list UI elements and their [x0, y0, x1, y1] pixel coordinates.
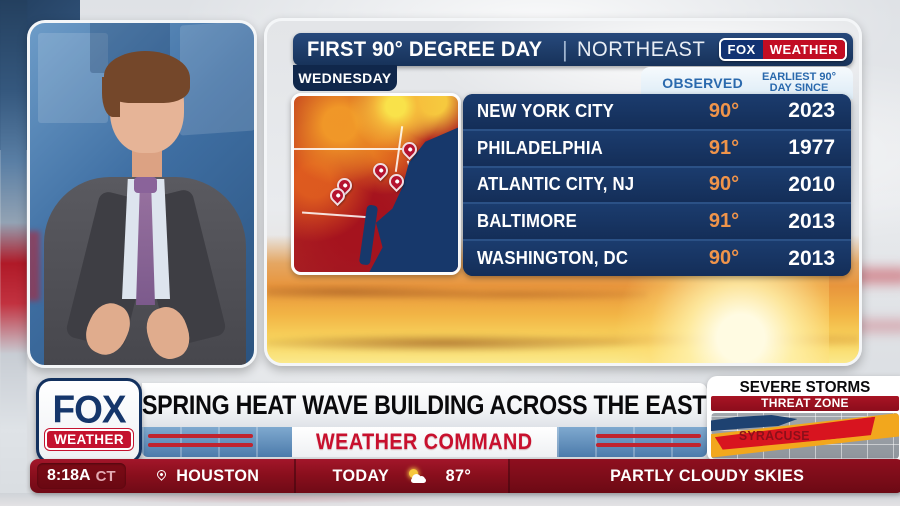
- partly-cloudy-icon: [407, 468, 429, 484]
- earliest-line2: DAY SINCE: [769, 82, 829, 94]
- studio-floor: [0, 493, 900, 506]
- location-segment: HOUSTON: [126, 459, 294, 493]
- ticker-divider: [293, 459, 296, 493]
- city-name: PHILADELPHIA: [477, 137, 603, 158]
- headline-banner: SPRING HEAT WAVE BUILDING ACROSS THE EAS…: [142, 383, 707, 427]
- earliest-column-header: EARLIEST 90° DAY SINCE: [753, 72, 845, 94]
- fox-logo-text: FOX: [52, 387, 126, 431]
- cloud-glyph: [410, 477, 426, 483]
- earliest-year: 1977: [788, 136, 835, 160]
- anchor-tie: [136, 187, 155, 305]
- earliest-year: 2010: [788, 172, 835, 196]
- earliest-line1: EARLIEST 90°: [761, 71, 837, 83]
- sun-glyph: [408, 468, 418, 478]
- threat-zone-map: SYRACUSE: [711, 413, 899, 459]
- fox-weather-logo-badge: FOX WEATHER: [36, 378, 142, 464]
- fox-logo-text: FOX: [720, 40, 763, 59]
- ticker-divider: [507, 459, 510, 493]
- day-text: TODAY: [332, 466, 390, 485]
- temperature-text: 87°: [445, 466, 472, 485]
- first-90-degree-table: NEW YORK CITY 90° 2023 PHILADELPHIA 91° …: [463, 94, 851, 276]
- threat-zone-label: THREAT ZONE: [711, 396, 899, 411]
- graphic-title: FIRST 90° DEGREE DAY: [307, 37, 543, 61]
- time-text: 8:18A: [47, 467, 91, 484]
- city-name: ATLANTIC CITY, NJ: [477, 174, 635, 195]
- observed-temp: 90°: [708, 173, 740, 196]
- northeast-heat-map: [291, 93, 461, 275]
- timezone-text: CT: [95, 467, 116, 485]
- studio-screen: [30, 231, 40, 301]
- table-row: PHILADELPHIA 91° 1977: [463, 130, 851, 168]
- observed-temp: 90°: [708, 99, 740, 122]
- studio-set-edge: [0, 0, 27, 506]
- weather-command-strip: WEATHER COMMAND: [142, 427, 707, 457]
- anchor-hair: [102, 51, 190, 117]
- observed-temp: 91°: [708, 136, 740, 159]
- anchor-tie-knot: [134, 177, 157, 193]
- news-anchor: [30, 23, 254, 365]
- earliest-year: 2013: [788, 209, 835, 233]
- bottom-ticker: 8:18A CT HOUSTON TODAY 87° PARTLY CLOUDY…: [30, 459, 900, 493]
- graphic-title-bar: FIRST 90° DEGREE DAY | NORTHEAST FOX WEA…: [293, 33, 853, 66]
- condition-text: PARTLY CLOUDY SKIES: [609, 466, 804, 485]
- video-wall-tiles: [557, 427, 707, 457]
- table-row: WASHINGTON, DC 90° 2013: [463, 241, 851, 276]
- observed-temp: 91°: [708, 210, 740, 233]
- day-label: WEDNESDAY: [293, 65, 397, 91]
- studio-screen: [38, 33, 108, 123]
- earliest-year: 2013: [788, 246, 835, 270]
- headline-text: SPRING HEAT WAVE BUILDING ACROSS THE EAS…: [142, 389, 707, 420]
- city-name: BALTIMORE: [477, 211, 577, 232]
- city-name: WASHINGTON, DC: [477, 248, 629, 269]
- table-row: NEW YORK CITY 90° 2023: [463, 94, 851, 131]
- location-pin-icon: [155, 467, 169, 481]
- severe-storms-title: SEVERE STORMS: [739, 379, 871, 396]
- table-column-headers: OBSERVED EARLIEST 90° DAY SINCE: [641, 67, 853, 99]
- graphic-region: NORTHEAST: [576, 37, 706, 61]
- time-display: 8:18A CT: [37, 463, 126, 489]
- weather-logo-text: WEATHER: [43, 427, 135, 451]
- earliest-year: 2023: [788, 99, 835, 123]
- table-row: ATLANTIC CITY, NJ 90° 2010: [463, 167, 851, 205]
- atlantic-ocean: [294, 96, 458, 272]
- syracuse-label: SYRACUSE: [739, 427, 811, 443]
- city-name: NEW YORK CITY: [477, 100, 614, 121]
- observed-temp: 90°: [708, 247, 740, 270]
- severe-storms-panel: SEVERE STORMS THREAT ZONE SYRACUSE: [707, 376, 900, 462]
- observed-column-header: OBSERVED: [662, 75, 743, 91]
- video-wall-tiles: [142, 427, 292, 457]
- anchor-video-frame: [27, 20, 257, 368]
- condition-segment: PARTLY CLOUDY SKIES: [509, 459, 900, 493]
- fox-weather-logo: FOX WEATHER: [718, 38, 847, 61]
- cloud-silhouette: [267, 279, 647, 305]
- weather-command-label-wrap: WEATHER COMMAND: [292, 427, 557, 457]
- weather-logo-text: WEATHER: [762, 40, 845, 59]
- location-text: HOUSTON: [176, 466, 260, 485]
- weather-command-label: WEATHER COMMAND: [316, 429, 533, 454]
- table-row: BALTIMORE 91° 2013: [463, 204, 851, 242]
- title-divider: |: [562, 36, 568, 62]
- forecast-segment: TODAY 87°: [296, 459, 508, 493]
- weather-graphic-frame: FIRST 90° DEGREE DAY | NORTHEAST FOX WEA…: [264, 18, 862, 366]
